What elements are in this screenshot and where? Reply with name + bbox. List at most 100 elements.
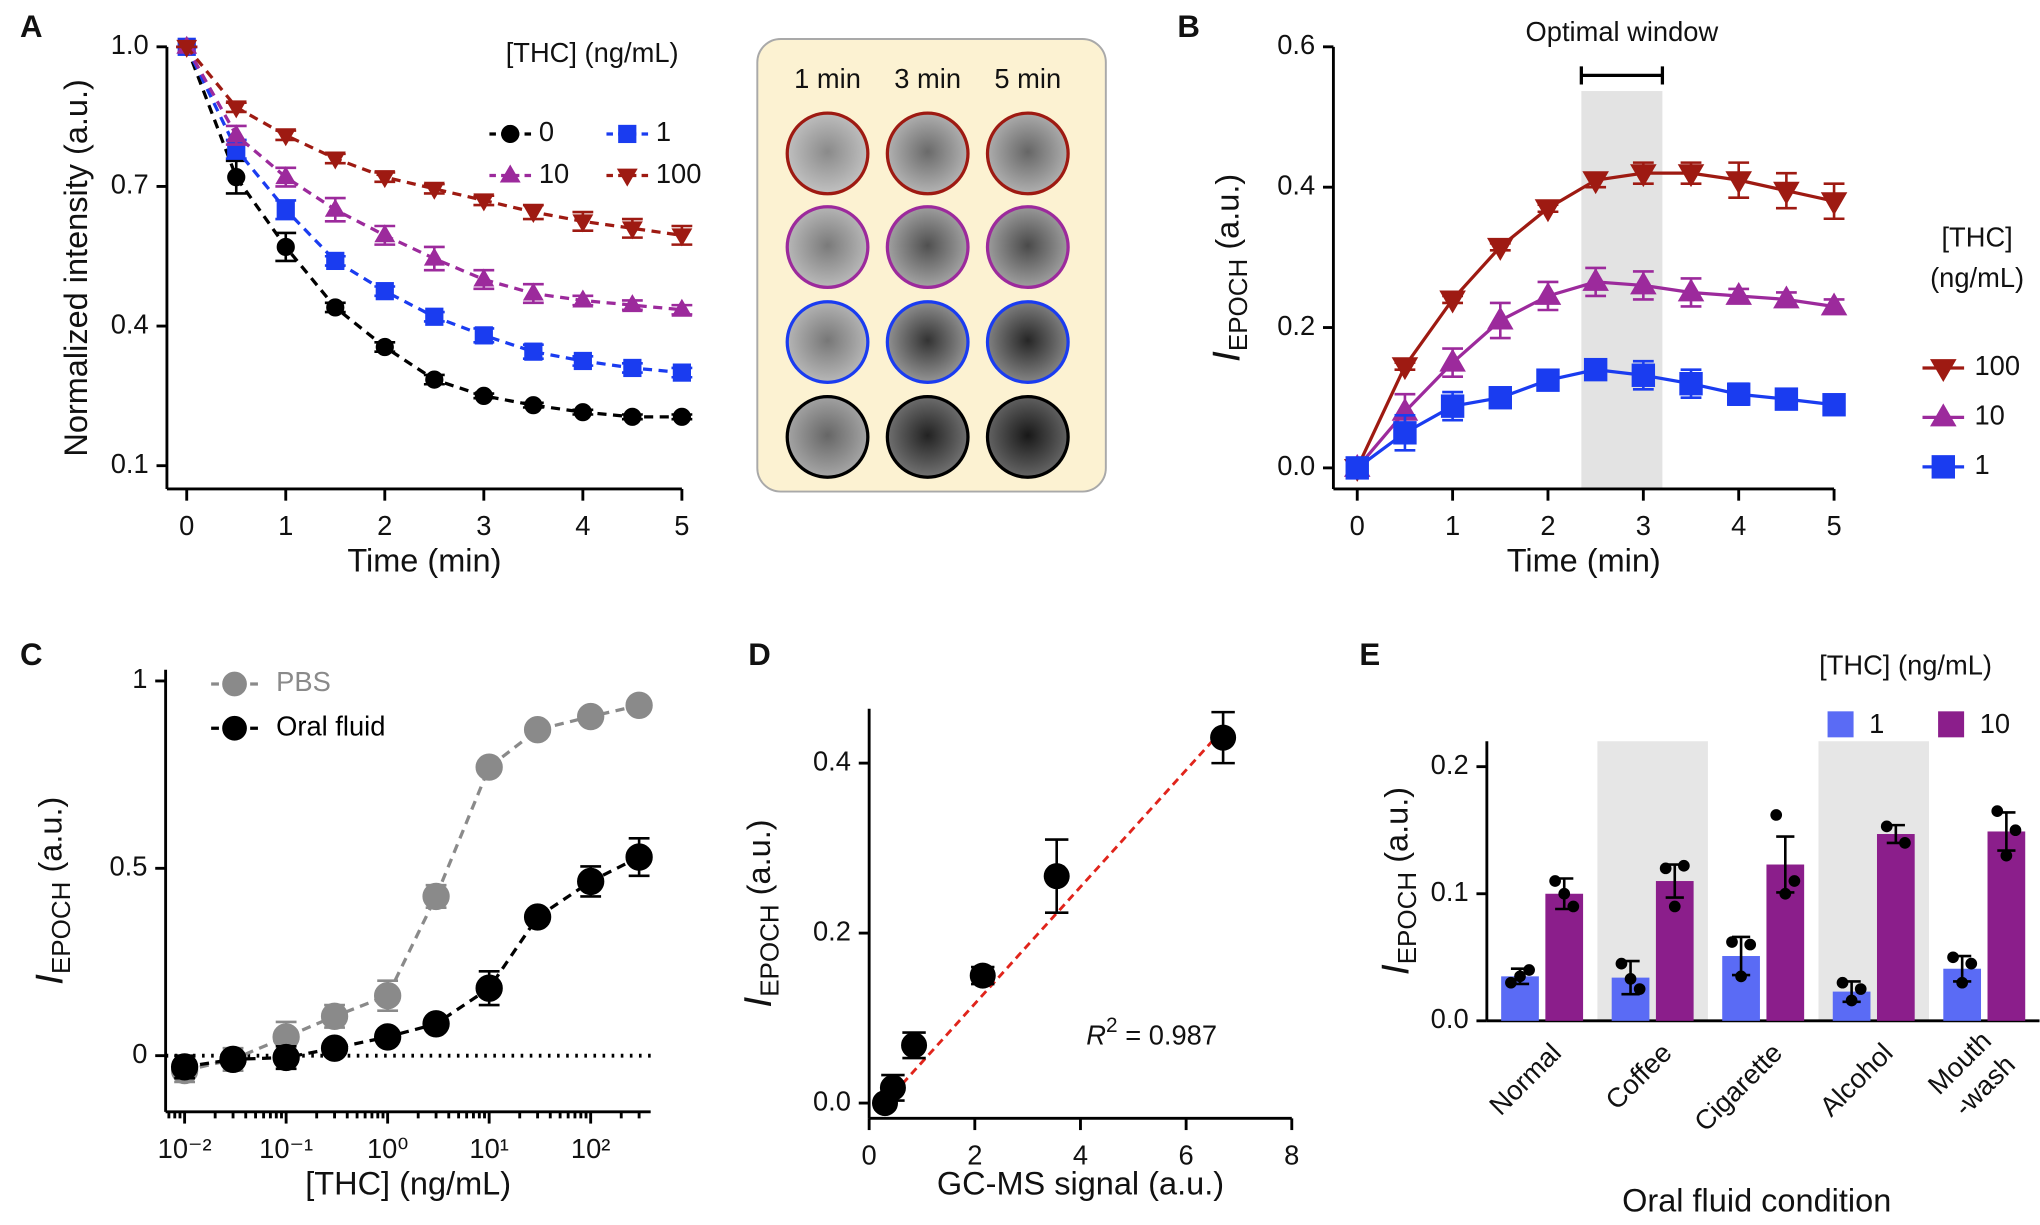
marker xyxy=(1582,267,1609,291)
marker xyxy=(176,39,198,58)
marker xyxy=(522,205,544,224)
marker xyxy=(1583,357,1608,382)
x-tick-label: 10⁰ xyxy=(367,1133,408,1164)
x-axis-label: Oral fluid condition xyxy=(1622,1182,1891,1218)
data-point xyxy=(1523,964,1535,976)
data-point xyxy=(1947,951,1959,964)
y-tick-label: 1.0 xyxy=(111,29,149,60)
data-point xyxy=(1880,820,1893,833)
y-label-subscript: EPOCH xyxy=(754,904,784,996)
legend-label: 0 xyxy=(539,116,554,147)
marker xyxy=(1488,386,1512,410)
x-tick-label: Cigarette xyxy=(1688,1037,1788,1137)
data-point xyxy=(1558,887,1571,900)
annotation: R2 = 0.987 xyxy=(1086,1014,1217,1051)
marker xyxy=(1773,181,1800,205)
series-line xyxy=(185,45,683,237)
legend-label: 10 xyxy=(1980,708,2010,739)
y-tick-label: 0.4 xyxy=(111,308,149,339)
fit-line xyxy=(883,728,1225,1105)
y-tick-label: 0.0 xyxy=(1431,1003,1469,1034)
x-tick-label: 1 xyxy=(278,510,293,541)
annotation: Optimal window xyxy=(1526,16,1719,47)
marker xyxy=(425,307,444,326)
x-axis-label: Time (min) xyxy=(347,543,501,579)
inset-label: 3 min xyxy=(894,63,961,94)
well xyxy=(785,111,870,196)
marker xyxy=(499,164,521,183)
marker xyxy=(272,1043,300,1072)
y-label-subscript: EPOCH xyxy=(1223,259,1253,351)
data-point xyxy=(1633,983,1646,995)
series-line xyxy=(184,703,640,1073)
marker xyxy=(1822,393,1846,417)
x-tick-label: 6 xyxy=(1179,1140,1194,1171)
marker xyxy=(1391,357,1419,381)
marker xyxy=(373,1023,402,1051)
y-tick-label: 0.4 xyxy=(813,745,851,776)
legend-label: 1 xyxy=(1975,449,1990,480)
y-label-unit: (a.u.) xyxy=(1209,174,1245,250)
y-label-symbol: I xyxy=(29,974,72,985)
panel-letter: E xyxy=(1359,637,1380,672)
x-axis-label: Time (min) xyxy=(1507,543,1661,579)
marker xyxy=(473,193,495,212)
y-tick-label: 0.2 xyxy=(1431,749,1469,780)
legend-label: 100 xyxy=(656,158,702,189)
x-tick-label: Normal xyxy=(1483,1037,1567,1121)
marker xyxy=(623,358,642,378)
legend-label: 10 xyxy=(539,158,569,189)
data-point xyxy=(1899,837,1911,849)
marker xyxy=(1440,394,1465,418)
y-axis-label: IEPOCH (a.u.) xyxy=(738,819,785,1007)
panel-letter: C xyxy=(20,637,43,672)
y-label-unit: (a.u.) xyxy=(1378,787,1414,863)
marker xyxy=(1820,292,1848,316)
x-tick-label: 0 xyxy=(179,510,194,541)
marker xyxy=(1345,456,1369,480)
y-tick-label: 1 xyxy=(132,663,147,694)
well xyxy=(985,300,1070,384)
y-axis-label: Normalized intensity (a.u.) xyxy=(58,79,94,457)
legend-swatch xyxy=(1938,711,1965,738)
y-axis-label: IEPOCH (a.u.) xyxy=(1206,174,1253,362)
marker xyxy=(1582,171,1609,195)
x-tick-label: 3 xyxy=(1636,510,1651,541)
marker xyxy=(524,396,543,415)
x-tick-label: Mouth-wash xyxy=(1922,1025,2021,1124)
well xyxy=(885,205,970,290)
marker xyxy=(901,1032,928,1059)
legend-title: [THC] (ng/mL) xyxy=(1819,649,1992,680)
marker xyxy=(170,1053,199,1081)
well xyxy=(785,300,870,384)
data-point xyxy=(1770,809,1783,821)
marker xyxy=(276,200,295,219)
well xyxy=(885,395,970,479)
y-tick-label: 0.1 xyxy=(111,448,149,479)
marker xyxy=(422,882,450,911)
marker xyxy=(326,251,345,271)
data-point xyxy=(1549,875,1561,887)
panel-letter: D xyxy=(748,637,771,672)
marker xyxy=(225,124,247,143)
annotation-text: = 0.987 xyxy=(1118,1020,1217,1051)
y-label-space xyxy=(741,895,777,904)
marker xyxy=(222,671,247,697)
y-label-unit: (a.u.) xyxy=(741,819,777,895)
x-tick-label: 10⁻¹ xyxy=(259,1133,313,1164)
x-tick-label: 8 xyxy=(1284,1140,1299,1171)
marker xyxy=(1043,863,1070,890)
x-tick-label: 10¹ xyxy=(469,1133,508,1164)
annotation-sup: 2 xyxy=(1106,1014,1118,1037)
marker xyxy=(1393,421,1417,445)
data-point xyxy=(1514,970,1526,983)
x-tick-label: 3 xyxy=(476,510,491,541)
series-line xyxy=(184,855,640,1069)
well xyxy=(985,111,1070,196)
y-label-subscript: EPOCH xyxy=(46,882,76,974)
marker xyxy=(1774,387,1799,411)
data-point xyxy=(1965,957,1978,970)
marker xyxy=(1536,368,1560,392)
marker xyxy=(474,386,493,405)
marker xyxy=(671,298,693,317)
